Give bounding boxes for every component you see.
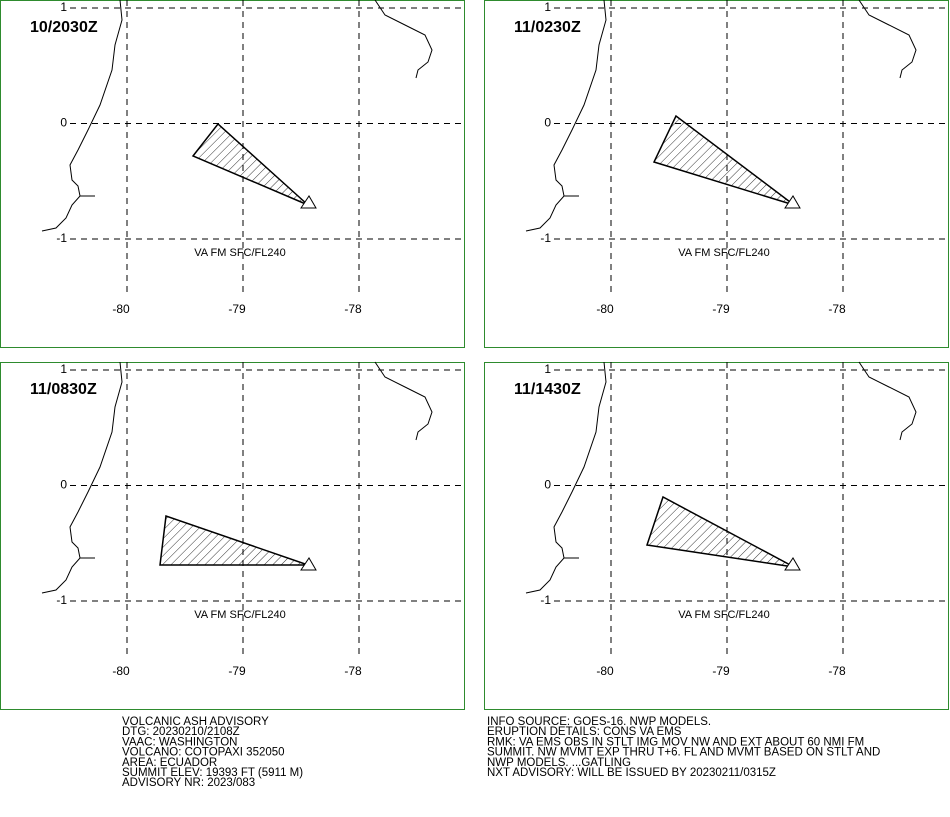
valid-time: 11/0230Z [514, 19, 581, 36]
advisory-line: AREA: ECUADOR [122, 757, 217, 769]
lat-label: 0 [60, 116, 67, 130]
lat-label: 1 [544, 362, 551, 376]
coastline [41, 361, 123, 594]
panel-frame [0, 0, 465, 348]
volcano-symbol [784, 557, 801, 571]
ash-area [191, 122, 309, 206]
lon-label: -78 [344, 664, 362, 678]
advisory-line: DTG: 20230210/2108Z [122, 726, 240, 738]
lat-label: 0 [60, 478, 67, 492]
lon-label: -79 [712, 664, 730, 678]
advisory-line: SUMMIT ELEV: 19393 FT (5911 M) [122, 767, 303, 779]
lat-label: -1 [56, 231, 67, 245]
lon-label: -80 [112, 664, 130, 678]
coastline [374, 361, 433, 441]
lat-label: 0 [544, 116, 551, 130]
flight-level: VA FM SFC/FL240 [194, 247, 286, 259]
lat-label: -1 [56, 593, 67, 607]
lat-label: 1 [60, 362, 67, 376]
lat-label: -1 [540, 231, 551, 245]
ash-area [159, 514, 309, 566]
advisory-line: VOLCANO: COTOPAXI 352050 [122, 747, 285, 759]
ash-area [652, 114, 795, 206]
advisory-line: VOLCANIC ASH ADVISORY [122, 716, 269, 728]
advisory-line: RMK: VA EMS OBS IN STLT IMG MOV NW AND E… [487, 736, 864, 748]
advisory-line: NWP MODELS. ...GATLING [487, 757, 631, 769]
advisory-line: ERUPTION DETAILS: CONS VA EMS [487, 726, 682, 738]
lon-label: -79 [228, 664, 246, 678]
panel-frame [484, 362, 949, 710]
flight-level: VA FM SFC/FL240 [678, 609, 770, 621]
volcano-symbol [784, 195, 801, 209]
lon-label: -78 [828, 302, 846, 316]
valid-time: 11/1430Z [514, 381, 581, 398]
advisory-line: INFO SOURCE: GOES-16. NWP MODELS. [487, 716, 711, 728]
coastline [525, 361, 607, 594]
lon-label: -78 [344, 302, 362, 316]
volcano-symbol [300, 557, 317, 571]
lon-label: -80 [596, 302, 614, 316]
lon-label: -79 [228, 302, 246, 316]
lat-label: 1 [544, 0, 551, 14]
advisory-line: ADVISORY NR: 2023/083 [122, 777, 255, 789]
lon-label: -79 [712, 302, 730, 316]
lon-label: -80 [112, 302, 130, 316]
map-panel: 1 0 -1 -80 -79 -78 11/1430Z VA FM SFC/FL240 [484, 361, 949, 710]
panel-frame [0, 362, 465, 710]
volcano-symbol [300, 195, 317, 209]
ash-area [646, 495, 795, 568]
map-panel: 1 0 -1 -80 -79 -78 10/2030Z VA FM SFC/FL240 [0, 0, 465, 348]
lon-label: -78 [828, 664, 846, 678]
coastline [41, 0, 123, 232]
flight-level: VA FM SFC/FL240 [678, 247, 770, 259]
flight-level: VA FM SFC/FL240 [194, 609, 286, 621]
lon-label: -80 [596, 664, 614, 678]
valid-time: 11/0830Z [30, 381, 97, 398]
advisory-line: VAAC: WASHINGTON [122, 736, 237, 748]
coastline [858, 0, 917, 79]
coastline [374, 0, 433, 79]
lat-label: -1 [540, 593, 551, 607]
lat-label: 1 [60, 0, 67, 14]
coastline [858, 361, 917, 441]
map-panel: 1 0 -1 -80 -79 -78 11/0830Z VA FM SFC/FL240 [0, 361, 465, 710]
panel-frame [484, 0, 949, 348]
advisory-line: SUMMIT. NW MVMT EXP THRU T+6. FL AND MVM… [487, 747, 880, 759]
map-panel: 1 0 -1 -80 -79 -78 11/0230Z VA FM SFC/FL240 [484, 0, 949, 348]
valid-time: 10/2030Z [30, 19, 98, 36]
coastline [525, 0, 607, 232]
advisory-line: NXT ADVISORY: WILL BE ISSUED BY 20230211… [487, 767, 776, 779]
lat-label: 0 [544, 478, 551, 492]
